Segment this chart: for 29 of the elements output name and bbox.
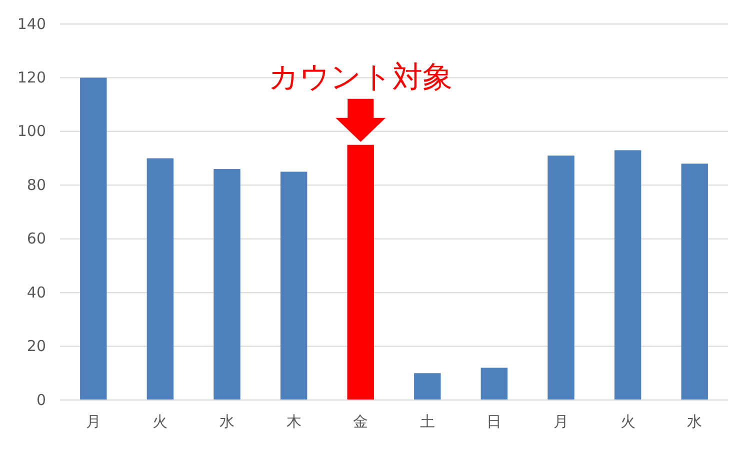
x-tick-label: 水 — [220, 412, 234, 431]
y-tick-label: 100 — [17, 122, 46, 140]
x-tick-label: 土 — [420, 412, 435, 431]
bar — [614, 150, 642, 400]
y-tick-label: 60 — [26, 230, 46, 248]
bar — [347, 144, 374, 400]
bar — [414, 373, 441, 400]
bar — [280, 172, 308, 400]
bar — [548, 156, 574, 400]
y-tick-label: 0 — [36, 390, 46, 409]
x-tick-label: 火 — [620, 412, 636, 431]
x-tick-label: 木 — [286, 412, 302, 431]
y-tick-label: 20 — [26, 337, 46, 356]
bar — [146, 158, 174, 400]
x-tick-label: 金 — [353, 412, 368, 431]
y-tick-label: 80 — [26, 176, 46, 194]
y-tick-label: 120 — [17, 68, 46, 87]
y-tick-label: 40 — [26, 283, 46, 302]
x-tick-label: 月 — [554, 412, 568, 431]
x-tick-label: 火 — [152, 412, 168, 431]
bar — [214, 169, 240, 400]
x-tick-label: 水 — [687, 412, 702, 431]
x-tick-label: 月 — [86, 412, 101, 431]
annotation: カウント対象 — [268, 60, 453, 95]
x-tick-label: 日 — [486, 412, 502, 431]
bar — [80, 78, 107, 400]
y-tick-label: 140 — [17, 14, 46, 33]
bar — [681, 164, 708, 400]
bar — [480, 368, 508, 400]
